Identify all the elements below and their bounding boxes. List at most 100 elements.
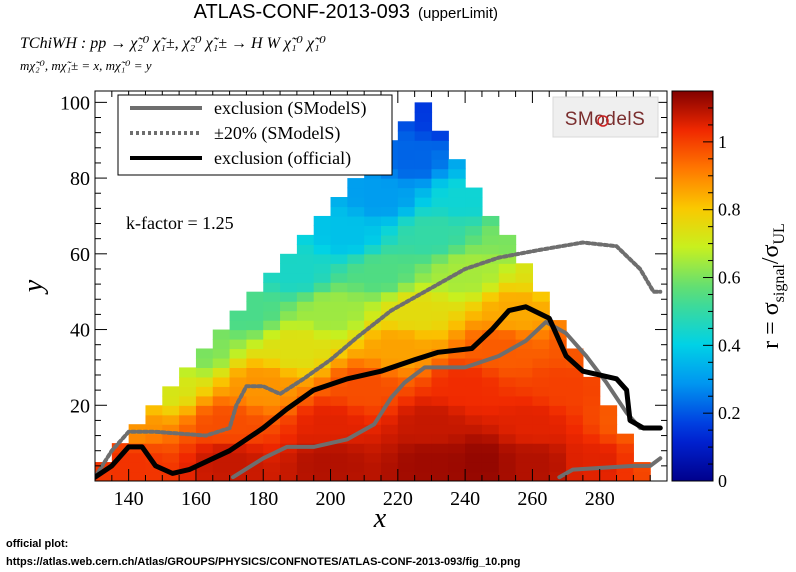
heatmap-cell [330, 452, 348, 463]
heatmap-cell [347, 272, 365, 283]
heatmap-cell [313, 348, 332, 359]
heatmap-cell [347, 452, 365, 463]
chart-title-suffix: (upperLimit) [418, 5, 498, 22]
heatmap-cell [498, 452, 517, 463]
heatmap-cell [263, 301, 281, 312]
heatmap-cell [95, 471, 113, 481]
heatmap-cell [381, 282, 399, 293]
heatmap-cell [364, 348, 382, 359]
heatmap-cell [330, 367, 348, 378]
heatmap-cell [330, 462, 348, 473]
heatmap-cell [179, 462, 197, 473]
heatmap-cell [195, 395, 214, 406]
heatmap-cell [431, 215, 449, 227]
heatmap-cell [498, 291, 517, 302]
heatmap-cell [381, 215, 399, 227]
heatmap-cell [448, 159, 466, 170]
heatmap-cell [397, 301, 416, 312]
heatmap-cell [330, 206, 348, 217]
heatmap-cell [330, 272, 348, 283]
heatmap-cell [313, 395, 332, 406]
heatmap-cell [263, 272, 281, 283]
heatmap-cell [162, 386, 180, 397]
heatmap-cell [616, 443, 634, 454]
heatmap-cell [515, 405, 534, 416]
heatmap-cell [465, 386, 483, 397]
heatmap-cell [549, 367, 567, 378]
heatmap-cell [431, 320, 449, 331]
heatmap-cell [296, 310, 315, 321]
heatmap-cell [229, 357, 248, 369]
heatmap-cell [414, 329, 433, 340]
heatmap-cell [481, 376, 500, 387]
heatmap-cell [448, 452, 466, 463]
heatmap-cell [364, 301, 382, 312]
heatmap-cell [364, 405, 382, 416]
heatmap-cell [280, 452, 298, 463]
heatmap-cell [481, 263, 500, 274]
heatmap-cell [347, 310, 365, 321]
z-tick-label: 0.4 [718, 335, 741, 355]
heatmap-cell [296, 395, 315, 406]
heatmap-cell [414, 168, 433, 179]
heatmap-cell [212, 462, 231, 473]
heatmap-cell [229, 471, 248, 481]
heatmap-cell [414, 395, 433, 406]
heatmap-cell [481, 348, 500, 359]
heatmap-cell [431, 225, 449, 236]
heatmap-cell [414, 405, 433, 416]
x-tick-label: 160 [181, 488, 211, 510]
heatmap-cell [263, 348, 281, 359]
heatmap-cell [481, 414, 500, 425]
heatmap-cell [364, 234, 382, 245]
heatmap-cell [246, 395, 264, 406]
y-tick-label: 80 [70, 168, 90, 190]
heatmap-cell [212, 367, 231, 378]
heatmap-cell [498, 386, 517, 397]
heatmap-cell [381, 433, 399, 444]
heatmap-cell [465, 443, 483, 454]
heatmap-cell [397, 367, 416, 378]
heatmap-cell [145, 414, 163, 425]
heatmap-cell [465, 433, 483, 444]
heatmap-cell [481, 424, 500, 435]
heatmap-cell [532, 414, 550, 425]
heatmap-cell [381, 187, 399, 198]
heatmap-cell [414, 433, 433, 444]
heatmap-cell [465, 263, 483, 274]
heatmap-cell [296, 329, 315, 340]
heatmap-cell [195, 471, 214, 481]
heatmap-cell [179, 395, 197, 406]
heatmap-cell [515, 310, 534, 321]
heatmap-cell [330, 282, 348, 293]
heatmap-cell [246, 329, 264, 340]
heatmap-cell [381, 253, 399, 264]
heatmap-cell [448, 395, 466, 406]
heatmap-cell [296, 414, 315, 425]
heatmap-cell [381, 263, 399, 274]
heatmap-cell [515, 414, 534, 425]
heatmap-cell [515, 291, 534, 302]
heatmap-cell [465, 310, 483, 321]
heatmap-cell [229, 386, 248, 397]
heatmap-cell [212, 329, 231, 340]
heatmap-cell [263, 424, 281, 435]
heatmap-cell [397, 197, 416, 208]
heatmap-cell [246, 367, 264, 378]
heatmap-cell [313, 253, 332, 264]
heatmap-cell [599, 424, 618, 435]
heatmap-cell [347, 395, 365, 406]
heatmap-cell [296, 433, 315, 444]
heatmap-cell [229, 320, 248, 331]
heatmap-cell [330, 424, 348, 435]
heatmap-cell [566, 348, 584, 359]
heatmap-cell [330, 433, 348, 444]
heatmap-cell [347, 433, 365, 444]
heatmap-cell [431, 272, 449, 283]
heatmap-cell [145, 424, 163, 435]
heatmap-cell [263, 310, 281, 321]
heatmap-cell [448, 234, 466, 245]
heatmap-cell [532, 291, 550, 302]
heatmap-cell [481, 395, 500, 406]
heatmap-cell [465, 348, 483, 359]
